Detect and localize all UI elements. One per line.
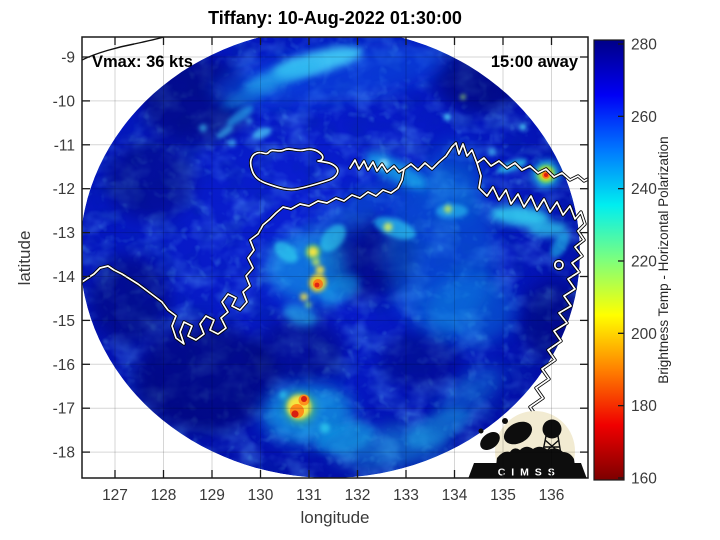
axes-frame: [81, 36, 589, 479]
y-tick-label: -13: [53, 225, 75, 242]
dish-feed-icon: [478, 428, 484, 434]
satellite-dish-large-icon: [503, 421, 533, 445]
central-rainband: [365, 94, 527, 345]
nw-cloud-streaks: [199, 42, 449, 147]
ne-convective-cell: [488, 148, 560, 188]
colorbar-tick-label: 260: [631, 109, 657, 126]
southern-convective-cells: [262, 366, 503, 468]
colorbar-tick-labels: 280 260 240 220 200 180 160: [631, 37, 657, 488]
colorbar-tick-label: 200: [631, 326, 657, 343]
x-tick-label: 133: [393, 487, 419, 504]
x-tick-label: 131: [296, 487, 322, 504]
logo-banner: [468, 463, 587, 478]
cimss-logo: C I M S S: [468, 411, 587, 479]
water-tower-tank-icon: [542, 419, 562, 439]
colorbar-tick-label: 240: [631, 181, 657, 198]
x-axis-label: longitude: [300, 508, 369, 527]
colorbar-tick-label: 180: [631, 398, 657, 415]
x-tick-labels: 127 128 129 130 131 132 133 134 135 136: [102, 487, 564, 504]
cimss-logo-text: C I M S S: [498, 467, 556, 479]
y-tick-label: -17: [53, 401, 75, 418]
y-tick-label: -12: [53, 181, 75, 198]
y-tick-label: -11: [54, 137, 75, 154]
tick-marks: [82, 37, 588, 478]
x-tick-label: 127: [102, 487, 128, 504]
logo-ground: [496, 446, 575, 466]
vmax-annotation: Vmax: 36 kts: [92, 53, 193, 71]
coastal-bright-band: [490, 205, 570, 258]
x-tick-label: 130: [248, 487, 274, 504]
satellite-dish-small-icon: [480, 432, 500, 450]
x-tick-label: 132: [345, 487, 371, 504]
timor-coastline: [82, 37, 165, 61]
microwave-swath-image: [82, 37, 580, 478]
y-tick-label: -15: [53, 313, 75, 330]
colorbar-tick-label: 220: [631, 253, 657, 270]
coastline-overlay: [82, 37, 588, 446]
colorbar: 280 260 240 220 200 180 160 Brightness Temp - …: [593, 37, 671, 488]
colorbar-tick-label: 160: [631, 470, 657, 487]
x-tick-label: 128: [151, 487, 177, 504]
colorbar-tick-label: 280: [631, 37, 657, 54]
y-tick-labels: -9 -10 -11 -12 -13 -14 -15 -16 -17 -18: [53, 50, 76, 462]
x-tick-label: 135: [490, 487, 516, 504]
y-tick-label: -9: [61, 50, 75, 67]
y-tick-label: -10: [53, 93, 76, 110]
plot-title: Tiffany: 10-Aug-2022 01:30:00: [208, 8, 462, 28]
x-tick-label: 136: [539, 487, 565, 504]
y-axis-label: latitude: [15, 231, 34, 286]
y-tick-label: -14: [53, 269, 76, 286]
y-tick-label: -16: [53, 357, 75, 374]
x-tick-label: 129: [199, 487, 225, 504]
y-tick-label: -18: [53, 445, 75, 462]
plot-area: [82, 37, 588, 478]
eta-annotation: 15:00 away: [491, 53, 579, 71]
x-tick-label: 134: [442, 487, 468, 504]
grid-lines: [82, 37, 588, 478]
colorbar-ticks: [618, 43, 624, 479]
dish-feed-icon: [502, 418, 508, 424]
colorbar-border: [593, 39, 625, 481]
colorbar-gradient: [594, 40, 624, 480]
colorbar-label: Brightness Temp - Horizontal Polarizatio…: [656, 136, 671, 383]
